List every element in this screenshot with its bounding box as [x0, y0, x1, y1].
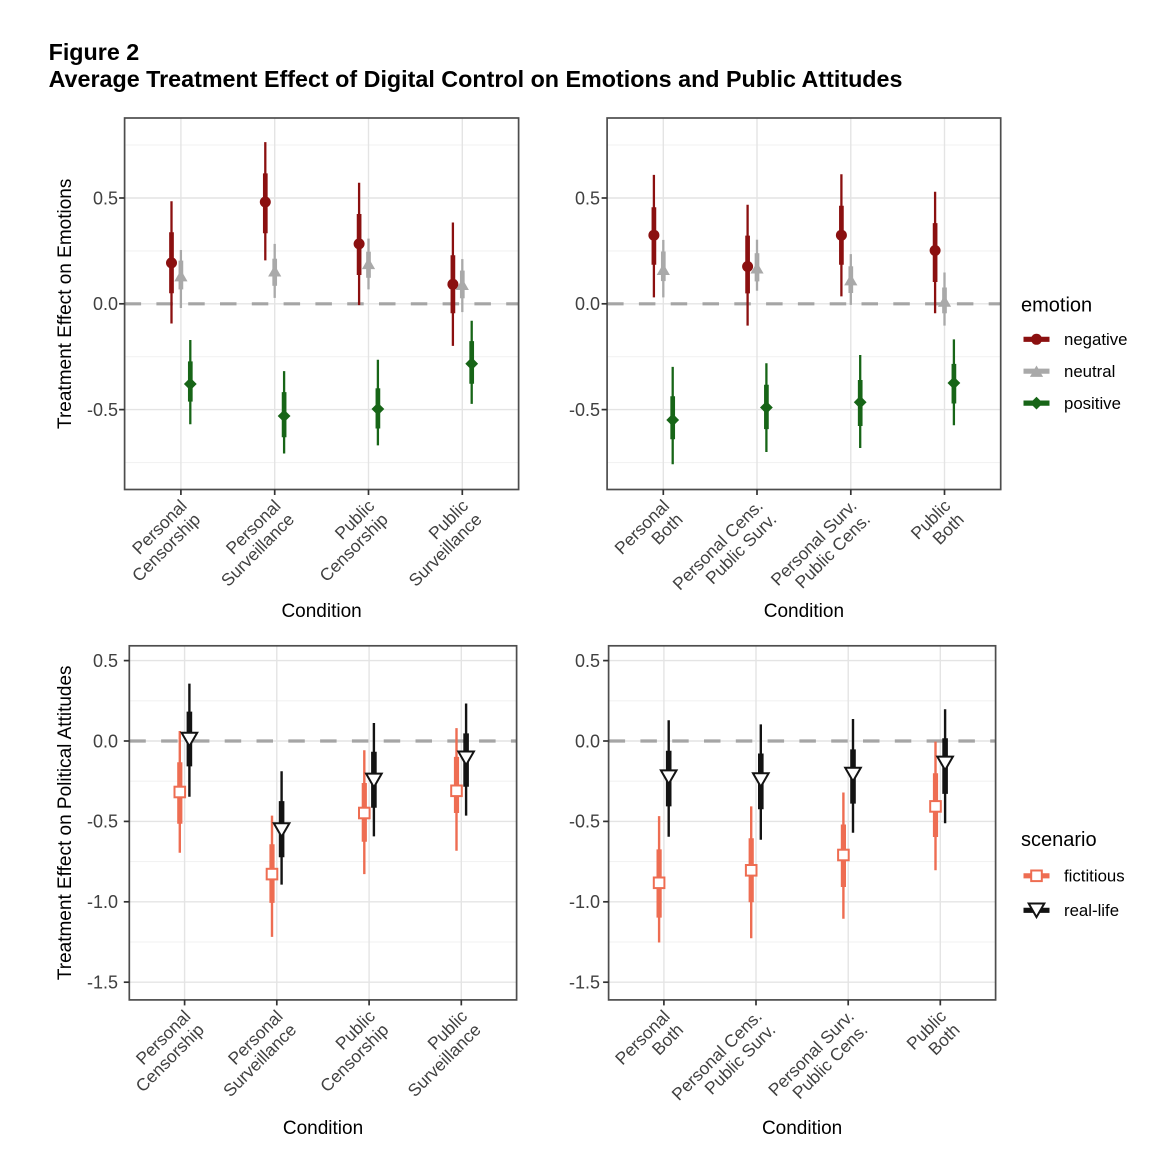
svg-text:0.0: 0.0 — [93, 731, 118, 751]
svg-text:Treatment Effect on Political: Treatment Effect on Political Attitudes — [55, 665, 76, 980]
svg-text:negative: negative — [1064, 330, 1127, 349]
svg-text:-1.0: -1.0 — [569, 892, 600, 912]
svg-text:0.5: 0.5 — [93, 188, 118, 208]
svg-text:neutral: neutral — [1064, 362, 1115, 381]
svg-text:0.5: 0.5 — [575, 651, 600, 671]
svg-text:positive: positive — [1064, 394, 1121, 413]
svg-text:Condition: Condition — [281, 601, 361, 622]
svg-text:-1.5: -1.5 — [569, 973, 600, 993]
svg-text:fictitious: fictitious — [1064, 867, 1125, 886]
svg-text:0.0: 0.0 — [575, 294, 600, 314]
svg-text:0.0: 0.0 — [575, 731, 600, 751]
svg-text:Condition: Condition — [764, 601, 844, 622]
svg-text:scenario: scenario — [1021, 829, 1097, 851]
svg-text:-0.5: -0.5 — [87, 812, 118, 832]
svg-text:Condition: Condition — [283, 1118, 363, 1139]
svg-text:real-life: real-life — [1064, 901, 1119, 920]
svg-text:-0.5: -0.5 — [569, 812, 600, 832]
svg-text:-0.5: -0.5 — [87, 400, 118, 420]
svg-text:0.5: 0.5 — [575, 188, 600, 208]
svg-text:Average Treatment Effect of Di: Average Treatment Effect of Digital Cont… — [49, 66, 903, 92]
svg-text:0.0: 0.0 — [93, 294, 118, 314]
svg-text:0.5: 0.5 — [93, 651, 118, 671]
svg-text:Treatment Effect on Emotions: Treatment Effect on Emotions — [55, 179, 76, 429]
svg-text:-1.5: -1.5 — [87, 973, 118, 993]
svg-text:Figure 2: Figure 2 — [49, 39, 140, 65]
svg-text:-0.5: -0.5 — [569, 400, 600, 420]
svg-text:Condition: Condition — [762, 1118, 842, 1139]
svg-text:emotion: emotion — [1021, 295, 1092, 317]
svg-text:-1.0: -1.0 — [87, 892, 118, 912]
